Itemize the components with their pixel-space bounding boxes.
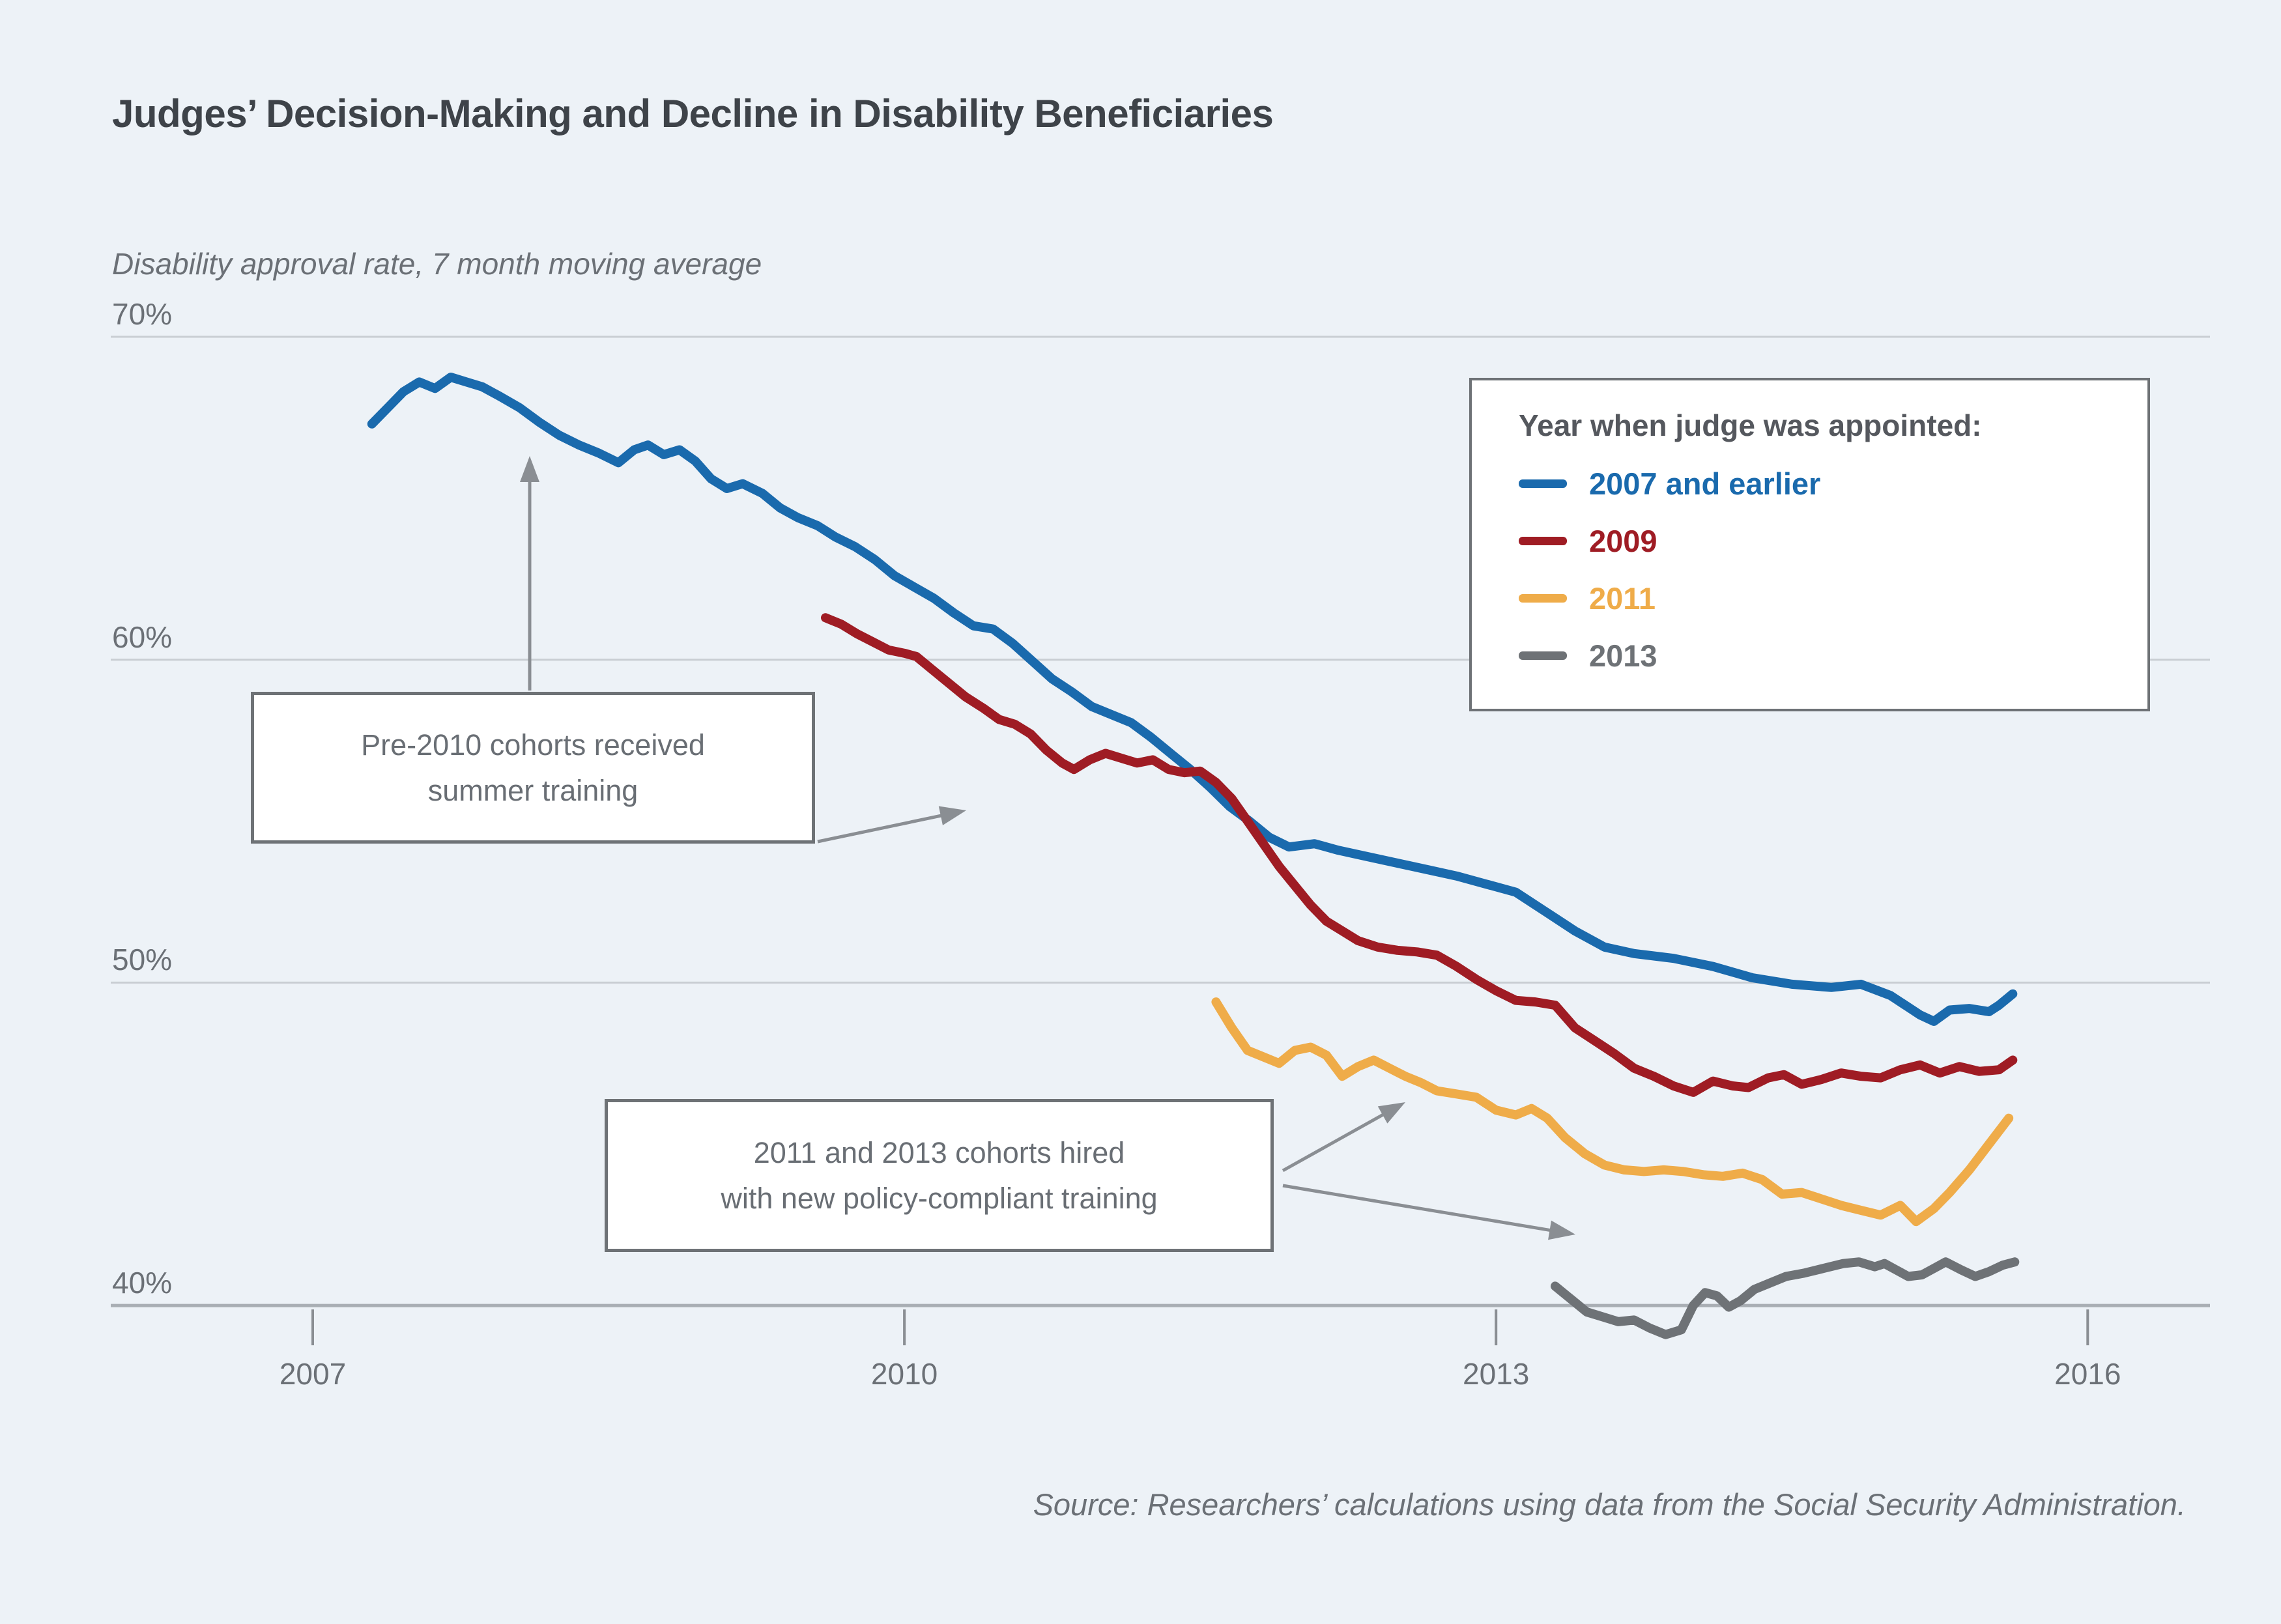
legend-label: 2007 and earlier — [1589, 466, 1821, 501]
legend-dash-icon — [1519, 479, 1567, 488]
annotation-text-line: with new policy-compliant training — [721, 1181, 1158, 1215]
series-line-2007-and-earlier — [367, 373, 2018, 1026]
annotation-arrowhead-2 — [1377, 1102, 1405, 1124]
annotation-pre-2010-box: Pre-2010 cohorts received summer training — [251, 692, 815, 844]
legend-label: 2011 — [1589, 580, 1656, 616]
legend-item-2013: 2013 — [1519, 636, 1657, 675]
annotation-text-line: 2011 and 2013 cohorts hired — [753, 1135, 1125, 1169]
y-tick-label-60: 60% — [112, 620, 173, 654]
annotation-arrowhead-3 — [1548, 1220, 1575, 1240]
y-tick-label-40: 40% — [112, 1266, 173, 1300]
legend-dash-icon — [1519, 536, 1567, 545]
annotation-text-line: summer training — [427, 773, 638, 807]
y-axis-title: Disability approval rate, 7 month moving… — [112, 247, 762, 281]
series-line-2013 — [1551, 1257, 2020, 1339]
annotation-arrow-1 — [817, 812, 952, 844]
x-tick-label-2007: 2007 — [279, 1357, 347, 1391]
x-tick-label-2016: 2016 — [2054, 1357, 2121, 1391]
legend-item-2007-and-earlier: 2007 and earlier — [1519, 464, 1820, 503]
page-title: Judges’ Decision-Making and Decline in D… — [112, 92, 1274, 135]
annotation-text-line: Pre-2010 cohorts received — [361, 728, 705, 762]
annotation-2011-2013-box: 2011 and 2013 cohorts hired with new poli… — [605, 1099, 1274, 1252]
annotation-arrowhead-1 — [938, 806, 966, 825]
legend-label: 2009 — [1589, 523, 1657, 558]
series-line-2011 — [1211, 997, 2014, 1227]
source-note: Source: Researchers’ calculations using … — [1033, 1487, 2186, 1522]
legend-item-2009: 2009 — [1519, 521, 1657, 560]
y-tick-label-70: 70% — [112, 297, 173, 331]
legend-label: 2013 — [1589, 638, 1657, 673]
annotation-arrow-2 — [1282, 1108, 1393, 1173]
series-line-2009 — [821, 613, 2018, 1097]
legend-title: Year when judge was appointed: — [1519, 408, 1982, 442]
annotation-arrow-3 — [1282, 1184, 1560, 1234]
legend-dash-icon — [1519, 651, 1567, 660]
x-tick-label-2010: 2010 — [870, 1357, 938, 1391]
legend-box: Year when judge was appointed: 2007 and … — [1469, 378, 2150, 711]
annotation-arrowhead-0 — [520, 456, 539, 482]
legend-item-2011: 2011 — [1519, 578, 1656, 618]
legend-dash-icon — [1519, 593, 1567, 603]
y-tick-label-50: 50% — [112, 943, 173, 977]
x-tick-label-2013: 2013 — [1463, 1357, 1530, 1391]
